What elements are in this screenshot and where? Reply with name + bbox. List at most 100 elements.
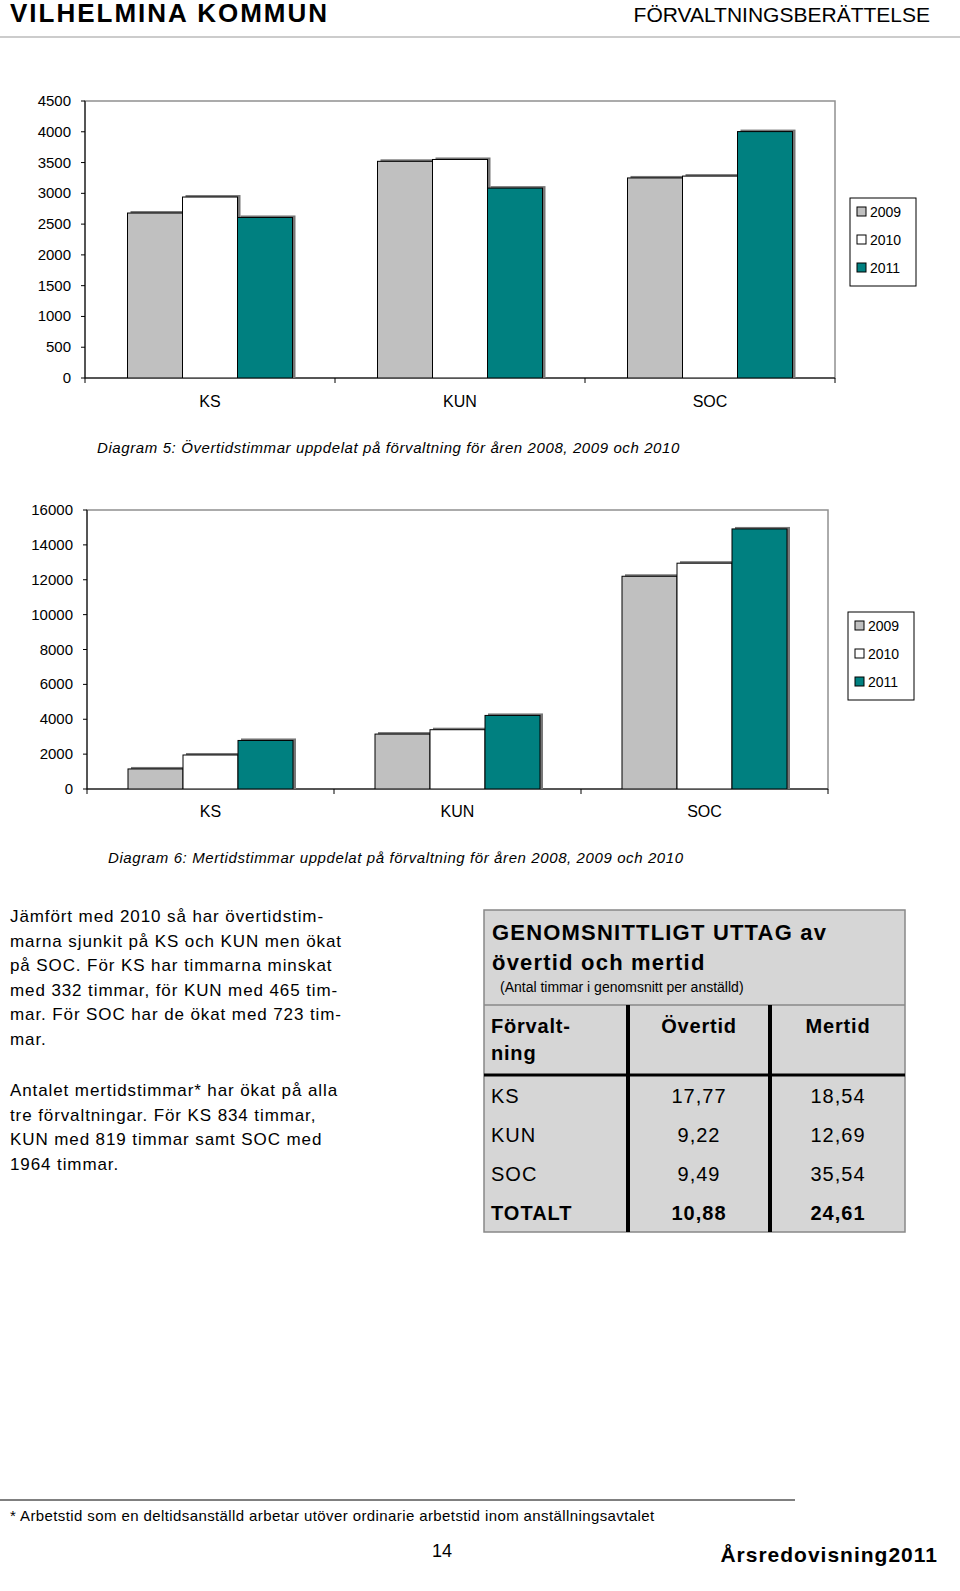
page: VILHELMINA KOMMUN FÖRVALTNINGSBERÄTTELSE 0… xyxy=(0,0,960,1591)
y-tick xyxy=(81,162,85,163)
y-tick-label: 2000 xyxy=(40,745,73,762)
y-tick-label: 16000 xyxy=(31,501,73,518)
bar xyxy=(128,213,183,378)
y-tick-label: 1000 xyxy=(38,307,71,324)
x-tick-label: KS xyxy=(199,393,220,410)
legend-swatch xyxy=(855,649,864,658)
x-tick-label: KUN xyxy=(443,393,477,410)
y-tick xyxy=(83,544,87,545)
y-tick xyxy=(81,131,85,132)
footnote: * Arbetstid som en deltidsanställd arbet… xyxy=(10,1507,655,1524)
bar xyxy=(238,740,293,789)
x-tick xyxy=(581,789,582,794)
legend-swatch xyxy=(857,235,866,244)
x-tick xyxy=(828,789,829,794)
y-tick-label: 6000 xyxy=(40,675,73,692)
bars xyxy=(128,527,790,789)
y-tick-label: 8000 xyxy=(40,641,73,658)
y-tick-label: 14000 xyxy=(31,536,73,553)
y-tick xyxy=(81,316,85,317)
y-tick-label: 4000 xyxy=(40,710,73,727)
bar xyxy=(622,576,677,789)
x-tick xyxy=(85,378,86,383)
y-tick xyxy=(81,285,85,286)
x-tick-label: KS xyxy=(200,803,221,820)
y-tick-label: 2000 xyxy=(38,246,71,263)
y-tick xyxy=(81,347,85,348)
header-rule xyxy=(0,37,960,38)
bar xyxy=(738,132,793,378)
table-cell: KUN xyxy=(491,1124,536,1146)
table-header: Mertid xyxy=(806,1015,871,1037)
bar xyxy=(732,529,787,789)
legend-swatch xyxy=(857,207,866,216)
y-tick-label: 500 xyxy=(46,338,71,355)
table-bg xyxy=(484,910,905,1232)
y-axis xyxy=(85,101,86,378)
y-tick xyxy=(83,684,87,685)
chart: 0 2000 4000 6000 8000 10000 12000 14000 16000 KS K… xyxy=(31,501,914,866)
paragraph-line: 1964 timmar. xyxy=(10,1155,119,1174)
bar xyxy=(128,769,183,789)
x-tick xyxy=(87,789,88,794)
x-tick xyxy=(835,378,836,383)
bar xyxy=(375,734,430,789)
legend-box xyxy=(850,198,916,286)
table-subtitle: (Antal timmar i genomsnitt per anställd) xyxy=(500,979,744,995)
table-cell: 17,77 xyxy=(671,1085,726,1107)
plot-frame xyxy=(87,510,828,789)
chart-caption: Diagram 6: Mertidstimmar uppdelat på för… xyxy=(108,849,684,866)
table-cell: 9,49 xyxy=(678,1163,721,1185)
table-header: Övertid xyxy=(661,1015,737,1037)
header-right: FÖRVALTNINGSBERÄTTELSE xyxy=(634,3,930,26)
x-tick xyxy=(334,789,335,794)
legend-label: 2010 xyxy=(868,646,899,662)
x-tick-label: KUN xyxy=(441,803,475,820)
y-tick xyxy=(83,649,87,650)
page-number: 14 xyxy=(432,1541,452,1561)
bar xyxy=(378,161,433,378)
bar xyxy=(183,197,238,378)
table-cell: 18,54 xyxy=(810,1085,865,1107)
paragraph-line: Antalet mertidstimmar* har ökat på alla xyxy=(10,1081,338,1100)
paragraph-line: på SOC. För KS har timmarna minskat xyxy=(10,956,332,975)
y-tick xyxy=(83,614,87,615)
bar xyxy=(683,176,738,378)
paragraph-line: mar. xyxy=(10,1030,47,1049)
header-left: VILHELMINA KOMMUN xyxy=(10,0,329,28)
paragraph-line: med 332 timmar, för KUN med 465 tim- xyxy=(10,981,338,1000)
y-tick-label: 1500 xyxy=(38,277,71,294)
legend-swatch xyxy=(857,263,866,272)
paragraph-line: mar. För SOC har de ökat med 723 tim- xyxy=(10,1005,342,1024)
y-tick-label: 12000 xyxy=(31,571,73,588)
bar xyxy=(433,159,488,378)
legend-swatch xyxy=(855,677,864,686)
table-header: Förvalt- xyxy=(491,1015,571,1037)
chart: 050010001500200025003000350040004500KSKU… xyxy=(38,92,916,456)
legend: 2009 2010 2011 xyxy=(848,612,914,700)
table-rule xyxy=(484,1004,905,1006)
legend-label: 2009 xyxy=(868,618,899,634)
y-tick xyxy=(81,378,85,379)
y-tick xyxy=(81,224,85,225)
y-tick-label: 0 xyxy=(65,780,73,797)
table-header: ning xyxy=(491,1042,536,1064)
y-tick xyxy=(81,254,85,255)
y-tick-label: 4500 xyxy=(38,92,71,109)
legend-swatch xyxy=(855,621,864,630)
table-title: övertid och mertid xyxy=(492,950,706,975)
legend-label: 2011 xyxy=(868,674,898,690)
y-tick xyxy=(81,101,85,102)
y-tick-label: 10000 xyxy=(31,606,73,623)
x-tick-label: SOC xyxy=(693,393,728,410)
paragraph-line: tre förvaltningar. För KS 834 timmar, xyxy=(10,1106,316,1125)
x-tick-label: SOC xyxy=(687,803,722,820)
legend-label: 2011 xyxy=(870,260,900,276)
paragraph-line: Jämfört med 2010 så har övertidstim- xyxy=(10,907,324,926)
table-col-rule xyxy=(768,1005,772,1232)
table-cell: TOTALT xyxy=(491,1202,573,1224)
legend-box xyxy=(848,612,914,700)
chart-caption: Diagram 5: Övertidstimmar uppdelat på fö… xyxy=(97,439,680,456)
table-cell: KS xyxy=(491,1085,520,1107)
bar xyxy=(677,563,732,789)
